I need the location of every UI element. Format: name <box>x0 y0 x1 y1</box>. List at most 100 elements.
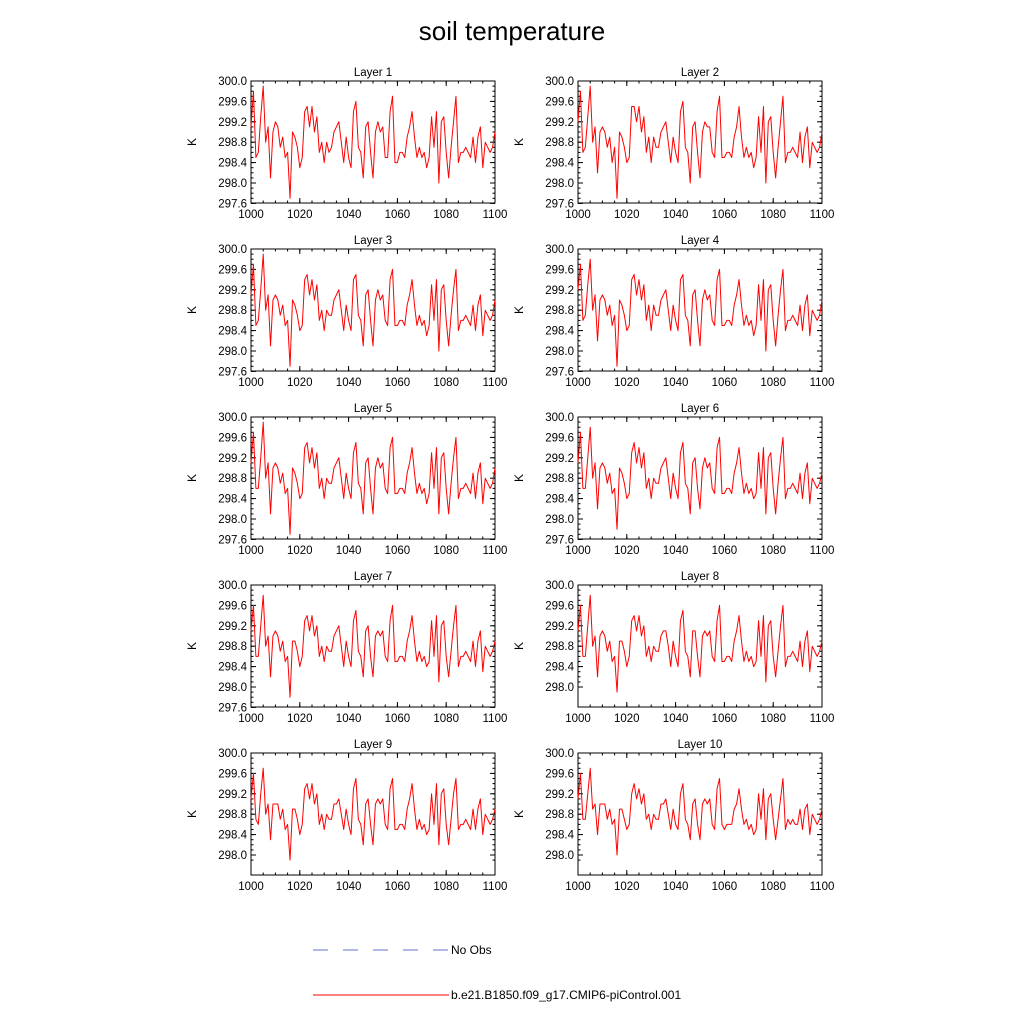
x-tick-label: 1000 <box>565 545 591 557</box>
y-tick-label: 298.0 <box>545 682 574 694</box>
y-tick-label: 298.8 <box>218 305 247 317</box>
x-tick-label: 1080 <box>433 545 459 557</box>
x-tick-label: 1080 <box>433 881 459 893</box>
y-tick-label: 299.2 <box>545 453 574 465</box>
x-tick-label: 1060 <box>385 713 411 725</box>
panel-title: Layer 2 <box>681 67 719 79</box>
x-tick-label: 1020 <box>614 377 640 389</box>
y-axis-label: K <box>512 642 526 650</box>
y-tick-label: 298.4 <box>218 158 247 170</box>
x-tick-label: 1020 <box>287 545 313 557</box>
x-tick-label: 1100 <box>483 713 508 725</box>
x-tick-label: 1040 <box>336 545 362 557</box>
x-tick-label: 1000 <box>238 377 264 389</box>
y-tick-label: 299.2 <box>545 117 574 129</box>
x-tick-label: 1000 <box>238 545 264 557</box>
panel-layer-4: Layer 4 300.0 299.6 299.2 298.8 298.4 298.0 297… <box>512 235 834 389</box>
y-tick-label: 299.2 <box>218 285 247 297</box>
plot-frame <box>250 584 496 708</box>
y-tick-label: 298.8 <box>218 641 247 653</box>
y-tick-label: 300.0 <box>218 748 247 760</box>
y-tick-label: 300.0 <box>545 580 574 592</box>
x-tick-label: 1100 <box>483 881 508 893</box>
x-tick-label: 1040 <box>663 713 689 725</box>
y-tick-label: 298.0 <box>545 178 574 190</box>
y-axis-label: K <box>512 474 526 482</box>
x-tick-label: 1040 <box>336 209 362 221</box>
x-tick-label: 1080 <box>433 377 459 389</box>
y-tick-label: 298.4 <box>218 662 247 674</box>
x-tick-label: 1000 <box>238 209 264 221</box>
x-tick-label: 1080 <box>760 209 786 221</box>
x-tick-label: 1060 <box>385 881 411 893</box>
y-tick-label: 299.2 <box>218 117 247 129</box>
legend-label-no-obs: No Obs <box>451 943 492 957</box>
legend-label-model-run: b.e21.B1850.f09_g17.CMIP6-piControl.001 <box>451 988 681 1002</box>
y-tick-label: 299.2 <box>545 285 574 297</box>
y-tick-label: 298.0 <box>218 346 247 358</box>
plot-frame <box>250 248 496 372</box>
series-line-layer-5 <box>250 421 496 535</box>
panel-layer-9: Layer 9 300.0 299.6 299.2 298.8 298.4 298.0 100… <box>185 739 507 893</box>
x-tick-label: 1080 <box>433 713 459 725</box>
x-tick-label: 1100 <box>483 377 508 389</box>
y-tick-label: 298.8 <box>218 473 247 485</box>
y-tick-label: 298.8 <box>545 641 574 653</box>
y-tick-label: 299.6 <box>545 264 574 276</box>
panel-layer-10: Layer 10 300.0 299.6 299.2 298.8 298.4 298.0 10… <box>512 739 834 893</box>
panel-layer-7: Layer 7 300.0 299.6 299.2 298.8 298.4 298.0 297… <box>185 571 507 725</box>
plot-frame <box>577 248 823 372</box>
y-tick-label: 300.0 <box>218 76 247 88</box>
x-tick-label: 1060 <box>385 377 411 389</box>
series-line-layer-4 <box>577 258 823 367</box>
x-tick-label: 1000 <box>565 881 591 893</box>
x-tick-label: 1000 <box>238 713 264 725</box>
y-axis-label: K <box>185 474 199 482</box>
y-tick-label: 298.4 <box>218 494 247 506</box>
x-tick-label: 1040 <box>663 881 689 893</box>
x-tick-label: 1100 <box>810 713 835 725</box>
series-line-layer-9 <box>250 767 496 861</box>
x-tick-label: 1040 <box>663 209 689 221</box>
x-tick-label: 1100 <box>810 881 835 893</box>
y-tick-label: 299.6 <box>545 432 574 444</box>
y-tick-label: 300.0 <box>218 580 247 592</box>
y-tick-label: 297.6 <box>218 702 247 714</box>
x-tick-label: 1040 <box>663 377 689 389</box>
x-tick-label: 1040 <box>663 545 689 557</box>
y-tick-label: 300.0 <box>545 244 574 256</box>
y-tick-label: 298.0 <box>545 346 574 358</box>
series-line-layer-3 <box>250 253 496 367</box>
panel-layer-1: Layer 1 300.0 299.6 299.2 298.8 298.4 298.0 297… <box>185 67 507 221</box>
series-line-layer-10 <box>577 767 823 856</box>
y-tick-label: 299.6 <box>218 96 247 108</box>
figure-title: soil temperature <box>419 16 605 46</box>
x-tick-label: 1000 <box>565 209 591 221</box>
x-tick-label: 1020 <box>287 209 313 221</box>
y-tick-label: 300.0 <box>545 748 574 760</box>
y-tick-label: 299.2 <box>218 453 247 465</box>
plot-frame <box>250 752 496 876</box>
panel-layer-6: Layer 6 300.0 299.6 299.2 298.8 298.4 298.0 297… <box>512 403 834 557</box>
x-tick-label: 1040 <box>336 713 362 725</box>
y-axis-label: K <box>512 138 526 146</box>
x-tick-label: 1100 <box>810 209 835 221</box>
x-tick-label: 1060 <box>712 881 738 893</box>
y-tick-label: 297.6 <box>545 534 574 546</box>
y-axis-label: K <box>185 642 199 650</box>
panel-title: Layer 8 <box>681 571 719 583</box>
series-line-layer-8 <box>577 594 823 693</box>
panel-grid: Layer 1 300.0 299.6 299.2 298.8 298.4 298.0 297… <box>185 67 834 893</box>
y-axis-label: K <box>185 306 199 314</box>
x-tick-label: 1100 <box>810 545 835 557</box>
x-tick-label: 1000 <box>565 713 591 725</box>
y-axis-label: K <box>185 810 199 818</box>
y-tick-label: 299.6 <box>218 432 247 444</box>
y-tick-label: 298.8 <box>545 809 574 821</box>
x-tick-label: 1080 <box>760 545 786 557</box>
x-tick-label: 1020 <box>614 713 640 725</box>
y-tick-label: 299.2 <box>545 789 574 801</box>
panel-layer-2: Layer 2 300.0 299.6 299.2 298.8 298.4 298.0 297… <box>512 67 834 221</box>
x-tick-label: 1060 <box>385 545 411 557</box>
y-tick-label: 298.0 <box>218 178 247 190</box>
